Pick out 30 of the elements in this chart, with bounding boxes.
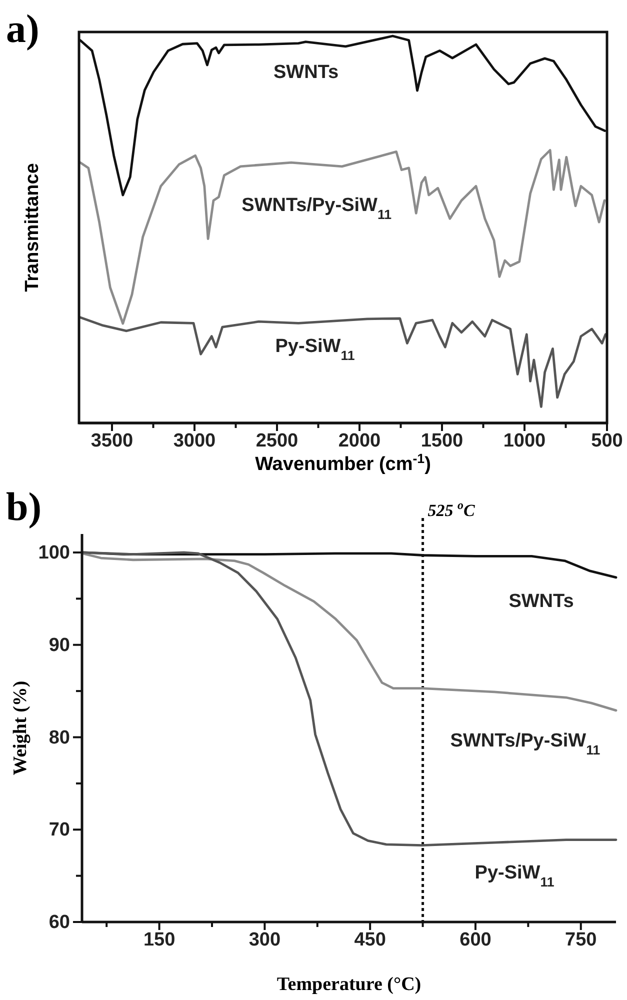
ref-line-label: 525 $^{o}$C xyxy=(428,498,476,520)
x-tick-label: 2500 xyxy=(256,430,298,452)
x-tick-label: 750 xyxy=(565,929,597,950)
x-axis-title: Temperature (°C) xyxy=(276,974,422,995)
x-tick-label: 3000 xyxy=(173,430,216,452)
x-tick-label: 450 xyxy=(354,929,386,950)
series-label: SWNTs xyxy=(273,62,339,84)
series-label: Py-SiW$_{11}$ xyxy=(474,862,555,890)
y-tick-label: 100 xyxy=(38,542,70,564)
x-tick-label: 500 xyxy=(591,430,623,452)
x-tick-label: 150 xyxy=(143,929,176,950)
y-tick-label: 70 xyxy=(48,820,70,841)
y-tick-label: 60 xyxy=(48,912,70,934)
y-axis-title: Weight (%) xyxy=(10,680,31,776)
x-tick-label: 600 xyxy=(460,929,492,950)
series-label: SWNTs/Py-SiW$_{11}$ xyxy=(450,730,601,758)
chart-title: a) xyxy=(6,6,40,51)
series-label: Py-SiW$_{11}$ xyxy=(275,336,356,362)
series-label: SWNTs/Py-SiW$_{11}$ xyxy=(242,195,392,222)
x-tick-label: 1000 xyxy=(503,430,546,452)
x-tick-label: 300 xyxy=(248,929,281,950)
y-tick-label: 90 xyxy=(48,634,70,656)
y-tick-label: 80 xyxy=(48,727,70,748)
chart-title: b) xyxy=(6,484,42,529)
x-tick-label: 1500 xyxy=(420,430,464,452)
x-axis-title: Wavenumber (cm$^{-1}$) xyxy=(255,450,431,475)
series-label: SWNTs xyxy=(508,590,574,612)
y-axis-title: Transmittance xyxy=(22,163,43,292)
x-tick-label: 2000 xyxy=(338,430,381,452)
x-tick-label: 3500 xyxy=(90,430,134,452)
